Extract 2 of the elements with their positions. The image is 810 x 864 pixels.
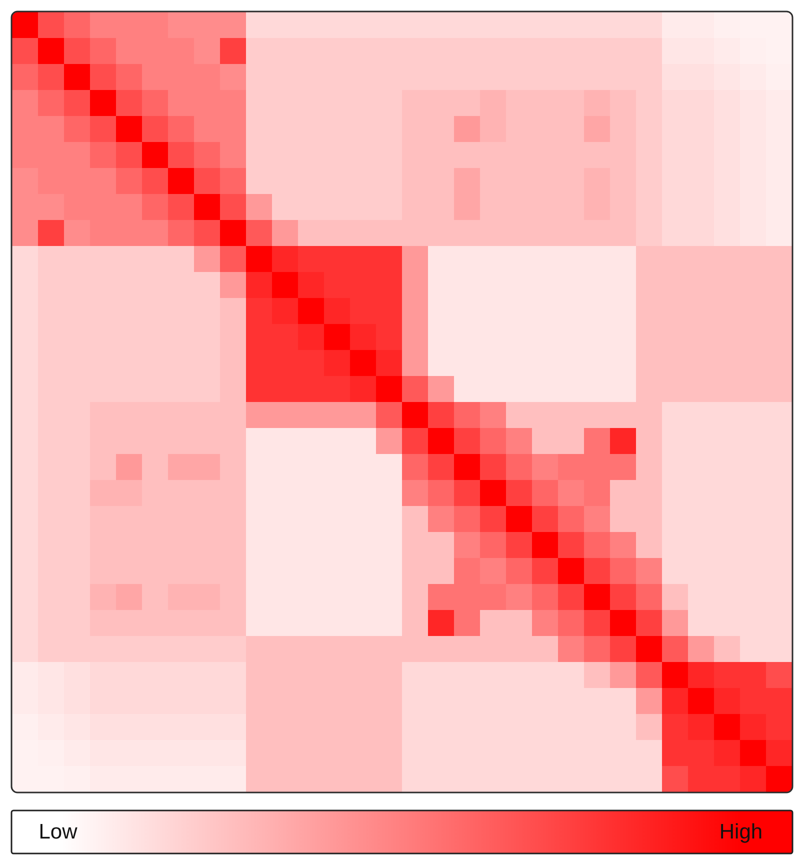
color-bar-label: High	[719, 820, 763, 844]
color-bar-label: Low	[38, 820, 78, 844]
